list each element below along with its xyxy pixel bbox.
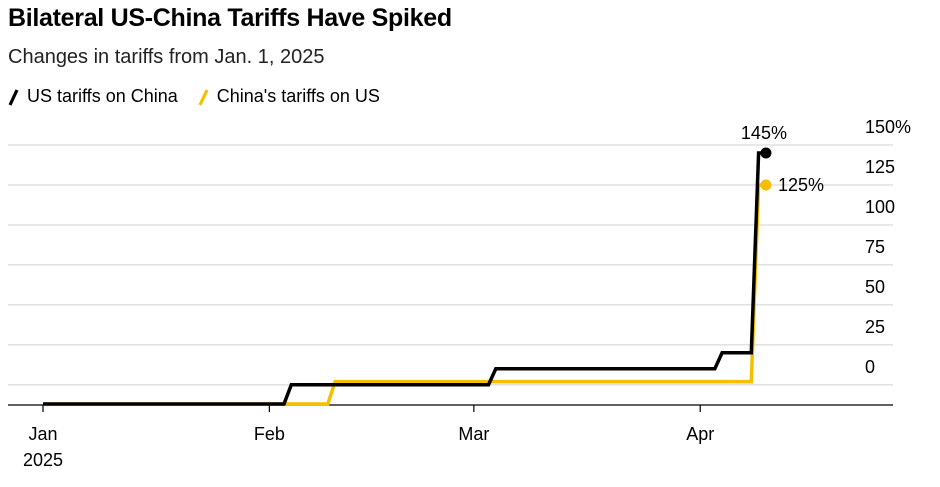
y-tick-label: 100 xyxy=(865,197,895,217)
x-tick-label: Mar xyxy=(458,424,489,444)
chart-legend: US tariffs on China China's tariffs on U… xyxy=(8,86,400,107)
end-label-china: 125% xyxy=(778,175,824,195)
end-marker-china xyxy=(760,179,772,191)
x-tick-sublabel: 2025 xyxy=(23,450,63,470)
legend-swatch-us-icon xyxy=(8,88,19,106)
x-tick-label: Apr xyxy=(686,424,714,444)
chart-title: Bilateral US-China Tariffs Have Spiked xyxy=(8,4,452,32)
series-line-us xyxy=(43,151,766,406)
y-tick-label: 0 xyxy=(865,357,875,377)
y-tick-label: 150% xyxy=(865,117,911,137)
end-marker-us xyxy=(760,147,772,159)
y-tick-label: 25 xyxy=(865,317,885,337)
legend-item-china: China's tariffs on US xyxy=(198,86,380,107)
y-tick-label: 75 xyxy=(865,237,885,257)
series-line-china xyxy=(43,183,766,406)
legend-label-china: China's tariffs on US xyxy=(216,86,380,106)
x-tick-label: Jan xyxy=(28,424,57,444)
chart-subtitle: Changes in tariffs from Jan. 1, 2025 xyxy=(8,46,325,68)
y-tick-label: 50 xyxy=(865,277,885,297)
y-tick-label: 125 xyxy=(865,157,895,177)
legend-swatch-china-icon xyxy=(198,88,209,106)
legend-item-us: US tariffs on China xyxy=(8,86,178,107)
end-label-us: 145% xyxy=(741,123,787,143)
x-tick-label: Feb xyxy=(254,424,285,444)
legend-label-us: US tariffs on China xyxy=(27,86,178,106)
